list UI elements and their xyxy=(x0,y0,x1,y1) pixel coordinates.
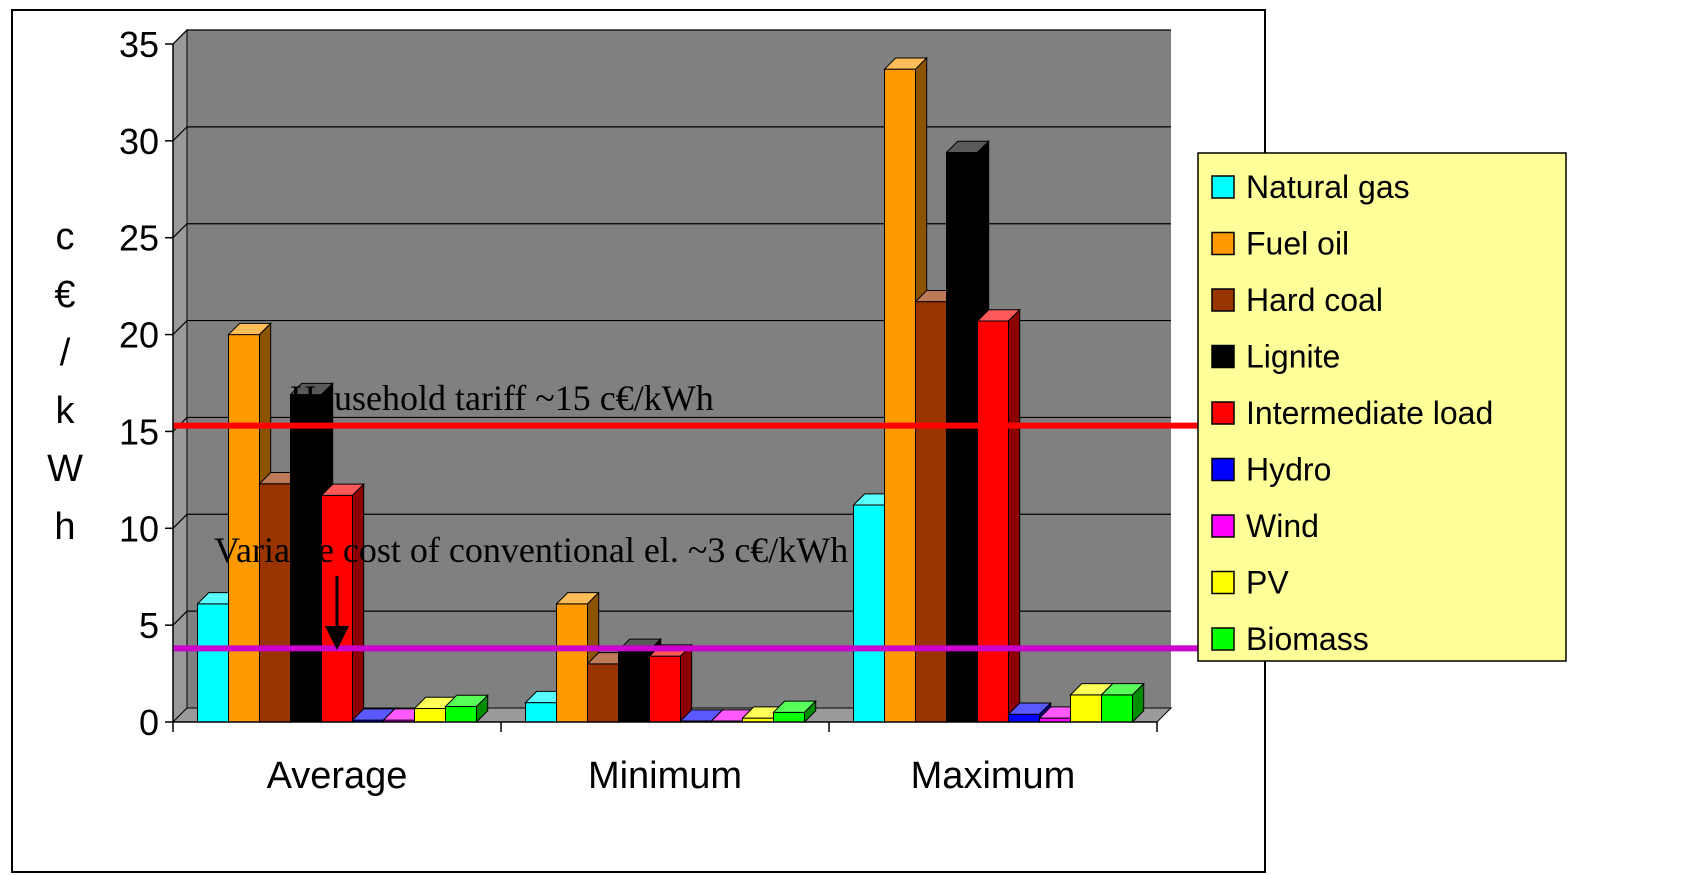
annotation-variable-cost: Variable cost of conventional el. ~3 c€/… xyxy=(214,530,848,570)
y-axis-label-char: € xyxy=(54,274,75,316)
legend-item: Lignite xyxy=(1211,339,1340,375)
annotations: Household tariff ~15 c€/kWh Variable cost… xyxy=(214,378,848,650)
legend-item: Hydro xyxy=(1211,452,1331,488)
bar-front xyxy=(197,603,229,723)
bar-side xyxy=(352,482,365,724)
bar xyxy=(883,56,928,724)
y-axis-label-char: h xyxy=(54,506,75,548)
legend-swatch xyxy=(1211,288,1235,312)
legend-label: Fuel oil xyxy=(1246,226,1349,262)
x-tick-label: Minimum xyxy=(588,755,742,797)
legend-swatch xyxy=(1211,627,1235,651)
y-tick-label: 15 xyxy=(119,411,159,452)
legend-label: Wind xyxy=(1246,508,1319,544)
bar xyxy=(976,308,1021,724)
legend-label: Lignite xyxy=(1246,339,1340,375)
legend-label: Hard coal xyxy=(1246,282,1383,318)
y-axis-label-char: k xyxy=(56,390,76,432)
bar-side xyxy=(476,694,489,724)
bar-front xyxy=(587,663,619,723)
axes: 0 5 10 15 20 25 30 35 Average Minimum Maximum xyxy=(119,24,1158,797)
bar xyxy=(320,482,365,724)
y-tick-label: 25 xyxy=(119,218,159,259)
legend-swatch xyxy=(1211,514,1235,538)
bar-front xyxy=(1070,694,1102,723)
bar xyxy=(648,643,693,724)
annotation-household-tariff: Household tariff ~15 c€/kWh xyxy=(290,378,714,418)
bar-front xyxy=(977,320,1009,723)
bar xyxy=(444,694,489,724)
y-tick-label: 35 xyxy=(119,24,159,65)
gridline xyxy=(172,319,1171,335)
y-axis-label-char: c xyxy=(56,216,75,258)
y-tick-label: 10 xyxy=(119,508,159,549)
y-tick-label: 30 xyxy=(119,121,159,162)
bar xyxy=(1100,682,1145,724)
legend-label: Hydro xyxy=(1246,452,1331,488)
gridline xyxy=(172,126,1171,142)
bar-front xyxy=(556,603,588,723)
legend-label: Biomass xyxy=(1246,621,1369,657)
y-axis-label: c € / kWh xyxy=(47,216,83,548)
bar-front xyxy=(414,707,446,723)
legend-item: Intermediate load xyxy=(1211,395,1493,431)
bar-side xyxy=(680,643,693,724)
legend-box xyxy=(1197,152,1567,662)
gridline xyxy=(172,29,1171,45)
legend-swatch xyxy=(1211,344,1235,369)
gridline xyxy=(172,223,1171,239)
bar-front xyxy=(259,483,291,723)
legend-item: Hard coal xyxy=(1211,282,1383,318)
bar-front xyxy=(915,301,947,723)
legend-swatch xyxy=(1211,175,1235,199)
bar-front xyxy=(853,504,885,723)
legend-swatch xyxy=(1211,401,1235,425)
legend-label: PV xyxy=(1246,565,1289,601)
bar-side xyxy=(804,699,817,724)
y-tick-label: 0 xyxy=(139,702,159,743)
y-axis-label-char: W xyxy=(47,448,83,490)
y-tick-label: 20 xyxy=(119,315,159,356)
legend-swatch xyxy=(1211,457,1235,482)
bar-front xyxy=(884,68,916,723)
plot-area xyxy=(171,28,1173,724)
annotation-arrow-head xyxy=(325,626,349,650)
legend-item: Fuel oil xyxy=(1211,226,1349,262)
y-axis-label-char: / xyxy=(60,332,71,374)
bar-front xyxy=(525,702,557,723)
legend-label: Natural gas xyxy=(1246,169,1410,205)
y-tick-label: 5 xyxy=(139,605,159,646)
bar-front xyxy=(649,655,681,723)
gridline xyxy=(172,610,1171,626)
legend-item: PV xyxy=(1211,565,1289,601)
legend-label: Intermediate load xyxy=(1246,395,1493,431)
bar-side xyxy=(1008,308,1021,724)
x-tick-label: Average xyxy=(267,755,408,797)
bar-front xyxy=(445,706,477,723)
bar-front xyxy=(773,711,805,723)
legend: Natural gas Fuel oil Hard coal Lignite Inter… xyxy=(1197,152,1567,662)
legend-swatch xyxy=(1211,231,1235,256)
reference-lines xyxy=(173,422,1265,652)
bar-side xyxy=(1132,682,1145,724)
bar-front xyxy=(1101,694,1133,723)
legend-swatch xyxy=(1211,570,1235,595)
bar-front xyxy=(228,334,260,723)
bar-front xyxy=(618,649,650,723)
bar-front xyxy=(1008,713,1040,723)
legend-item: Natural gas xyxy=(1211,169,1410,205)
legend-item: Wind xyxy=(1211,508,1319,544)
gridline xyxy=(172,513,1171,529)
x-tick-label: Maximum xyxy=(911,755,1076,797)
legend-item: Biomass xyxy=(1211,621,1369,657)
bar-front xyxy=(946,151,978,723)
